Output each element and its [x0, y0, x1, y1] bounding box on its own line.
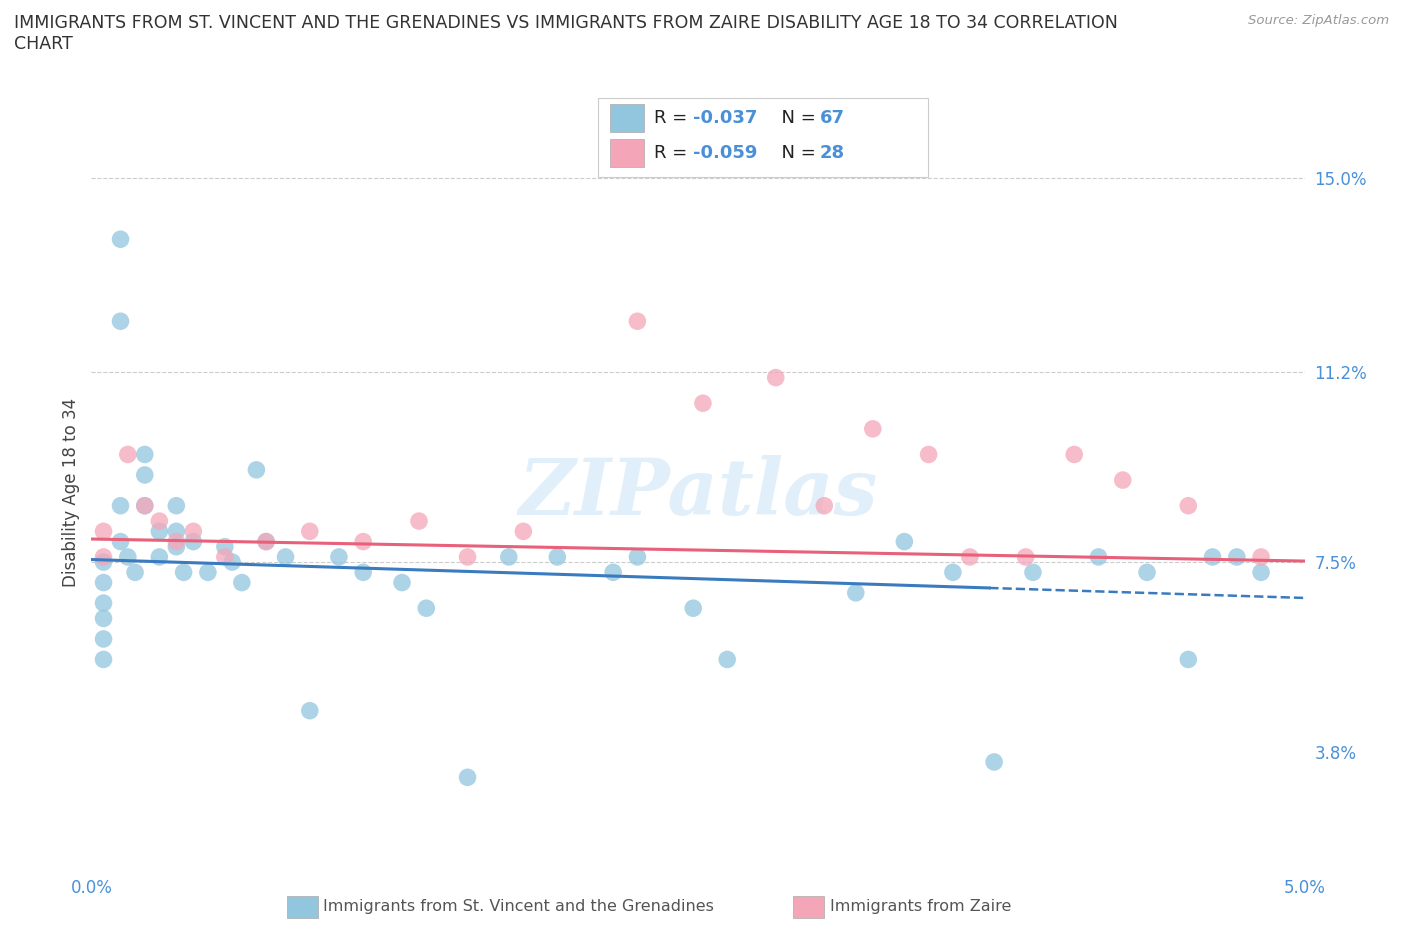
Text: N =: N = [770, 144, 823, 163]
Point [245, 462, 267, 477]
Point [148, 513, 170, 528]
Point [110, 313, 132, 328]
Point [512, 524, 534, 538]
Point [845, 585, 868, 600]
Point [148, 550, 170, 565]
Point [231, 575, 253, 590]
Point [165, 539, 187, 554]
Point [165, 524, 187, 538]
Point [352, 534, 374, 549]
Text: 28: 28 [820, 144, 845, 163]
Point [352, 565, 374, 579]
Point [1177, 652, 1199, 667]
Text: IMMIGRANTS FROM ST. VINCENT AND THE GRENADINES VS IMMIGRANTS FROM ZAIRE DISABILI: IMMIGRANTS FROM ST. VINCENT AND THE GREN… [14, 14, 1118, 32]
Point [457, 550, 479, 565]
Point [110, 232, 132, 246]
Point [1177, 498, 1199, 513]
Point [214, 539, 236, 554]
Point [148, 524, 170, 538]
Point [1015, 550, 1038, 565]
Point [1112, 472, 1135, 487]
Point [917, 447, 939, 462]
Point [626, 550, 648, 565]
Point [134, 447, 156, 462]
Point [1087, 550, 1109, 565]
Point [93, 575, 115, 590]
Point [221, 554, 243, 569]
Point [93, 652, 115, 667]
Point [298, 524, 321, 538]
Point [942, 565, 965, 579]
Point [93, 554, 115, 569]
Text: Source: ZipAtlas.com: Source: ZipAtlas.com [1249, 14, 1389, 27]
Point [415, 601, 437, 616]
Point [546, 550, 568, 565]
Point [626, 313, 648, 328]
Text: N =: N = [770, 109, 823, 127]
Point [165, 498, 187, 513]
Point [93, 550, 115, 565]
Point [117, 550, 139, 565]
Point [1022, 565, 1045, 579]
Point [134, 498, 156, 513]
Point [983, 754, 1005, 769]
Point [93, 524, 115, 538]
Point [1250, 550, 1272, 565]
Point [391, 575, 413, 590]
Point [408, 513, 430, 528]
Text: -0.059: -0.059 [693, 144, 758, 163]
Text: Immigrants from Zaire: Immigrants from Zaire [830, 899, 1011, 914]
Point [1136, 565, 1159, 579]
Point [93, 631, 115, 646]
Point [254, 534, 277, 549]
Point [682, 601, 704, 616]
Text: 67: 67 [820, 109, 845, 127]
Text: -0.037: -0.037 [693, 109, 758, 127]
Text: CHART: CHART [14, 35, 73, 53]
Point [110, 534, 132, 549]
Text: ZIPatlas: ZIPatlas [519, 455, 877, 531]
Point [1250, 565, 1272, 579]
Y-axis label: Disability Age 18 to 34: Disability Age 18 to 34 [62, 398, 80, 588]
Point [173, 565, 195, 579]
Point [1226, 550, 1249, 565]
Point [765, 370, 787, 385]
Point [254, 534, 277, 549]
Point [813, 498, 835, 513]
Point [457, 770, 479, 785]
Point [134, 498, 156, 513]
Point [134, 468, 156, 483]
Text: R =: R = [654, 144, 693, 163]
Point [1201, 550, 1223, 565]
Point [716, 652, 738, 667]
Point [328, 550, 350, 565]
Point [893, 534, 915, 549]
Text: R =: R = [654, 109, 693, 127]
Point [93, 611, 115, 626]
Point [197, 565, 219, 579]
Point [274, 550, 297, 565]
Text: Immigrants from St. Vincent and the Grenadines: Immigrants from St. Vincent and the Gren… [323, 899, 714, 914]
Point [1063, 447, 1085, 462]
Point [298, 703, 321, 718]
Point [181, 524, 204, 538]
Point [110, 498, 132, 513]
Point [498, 550, 520, 565]
Point [93, 595, 115, 610]
Point [214, 550, 236, 565]
Point [959, 550, 981, 565]
Point [602, 565, 624, 579]
Point [181, 534, 204, 549]
Point [117, 447, 139, 462]
Point [124, 565, 146, 579]
Point [165, 534, 187, 549]
Point [862, 421, 884, 436]
Point [692, 396, 714, 411]
